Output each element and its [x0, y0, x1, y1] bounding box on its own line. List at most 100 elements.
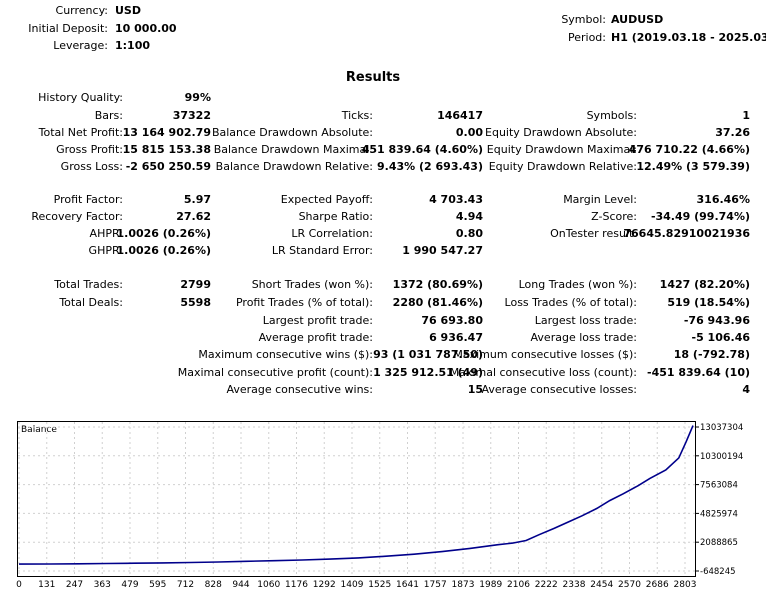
stat-value: -2 650 250.59	[125, 160, 211, 173]
stat-value: 146417	[437, 109, 483, 122]
stat-value: 6 936.47	[429, 331, 483, 344]
stat-label: Total Trades:	[54, 278, 123, 291]
stat-value: 476 710.22 (4.66%)	[628, 143, 750, 156]
initial-deposit-value: 10 000.00	[115, 22, 177, 35]
stat-value: 76645.82910021936	[623, 227, 750, 240]
stat-label: Maximal consecutive loss (count):	[449, 366, 637, 379]
balance-chart: Balance 13037304 10300194 7563084 4825974 20…	[17, 421, 743, 577]
stat-value: 1372 (80.69%)	[392, 278, 483, 291]
stat-value: 1427 (82.20%)	[659, 278, 750, 291]
stat-label: Z-Score:	[591, 210, 637, 223]
y-tick-label: -648245	[700, 567, 736, 577]
stat-label: Equity Drawdown Relative:	[488, 160, 637, 173]
stat-value: 1 325 912.51 (49)	[373, 366, 483, 379]
x-tick-label: 712	[176, 580, 195, 590]
stat-label: AHPR:	[89, 227, 123, 240]
stat-value: 4.94	[455, 210, 483, 223]
stat-label: Equity Drawdown Maximal:	[486, 143, 637, 156]
chart-title: Balance	[21, 425, 57, 435]
currency-value: USD	[115, 4, 141, 17]
stat-value: 5.97	[183, 193, 211, 206]
balance-line	[18, 425, 694, 565]
x-tick-label: 1409	[340, 580, 364, 590]
x-tick-label: 2106	[507, 580, 530, 590]
stat-value: 18 (-792.78)	[673, 348, 750, 361]
stat-value: 93 (1 031 787.50)	[373, 348, 483, 361]
y-tick-label: 10300194	[700, 452, 743, 462]
x-tick-label: 131	[38, 580, 56, 590]
stat-value: -451 839.64 (10)	[647, 366, 750, 379]
x-tick-label: 2454	[590, 580, 614, 590]
initial-deposit-label: Initial Deposit:	[28, 22, 108, 35]
stat-value: 27.62	[176, 210, 211, 223]
stat-label: Profit Trades (% of total):	[235, 296, 373, 309]
stat-value: 1.0026 (0.26%)	[116, 227, 212, 240]
stat-value: 4	[742, 383, 750, 396]
stat-value: 15	[467, 383, 483, 396]
x-tick-label: 1641	[396, 580, 419, 590]
stat-label: Balance Drawdown Absolute:	[211, 126, 373, 139]
x-tick-label: 1292	[312, 580, 336, 590]
x-tick-label: 1525	[368, 580, 392, 590]
stat-value: 2799	[180, 278, 211, 291]
stat-label: Equity Drawdown Absolute:	[485, 126, 637, 139]
stat-value: 13 164 902.79	[122, 126, 211, 139]
stat-label: Sharpe Ratio:	[298, 210, 373, 223]
y-tick-label: 2088865	[700, 538, 738, 548]
x-tick-label: 2686	[645, 580, 669, 590]
currency-label: Currency:	[55, 4, 108, 17]
results-title: Results	[345, 70, 401, 85]
leverage-label: Leverage:	[53, 39, 108, 52]
x-tick-label: 1176	[285, 580, 308, 590]
x-tick-label: 595	[149, 580, 167, 590]
stat-label: Expected Payoff:	[280, 193, 373, 206]
stat-value: 5598	[180, 296, 211, 309]
x-tick-label: 1757	[423, 580, 447, 590]
stat-label: Margin Level:	[563, 193, 637, 206]
x-tick-label: 2570	[618, 580, 641, 590]
x-tick-label: 2222	[534, 580, 558, 590]
x-tick-label: 479	[121, 580, 139, 590]
x-tick-label: 828	[204, 580, 222, 590]
stat-label: Total Deals:	[59, 296, 123, 309]
x-tick-label: 2338	[562, 580, 586, 590]
stat-label: LR Correlation:	[291, 227, 373, 240]
stat-label: Maximal consecutive profit (count):	[177, 366, 373, 379]
y-tick-label: 4825974	[700, 509, 738, 519]
stat-label: Ticks:	[341, 109, 373, 122]
stat-value: 1.0026 (0.26%)	[116, 244, 212, 257]
stat-value: 99%	[184, 91, 211, 104]
stat-label: History Quality:	[38, 91, 123, 104]
stat-label: Average loss trade:	[530, 331, 637, 344]
stat-label: Balance Drawdown Relative:	[215, 160, 373, 173]
chart-grid	[18, 422, 695, 576]
stat-value: 76 693.80	[421, 314, 483, 327]
stat-label: Long Trades (won %):	[518, 278, 637, 291]
symbol-value: AUDUSD	[611, 13, 664, 26]
x-tick-label: 1060	[257, 580, 281, 590]
stat-label: Largest profit trade:	[262, 314, 373, 327]
x-tick-label: 1873	[451, 580, 475, 590]
stat-label: Profit Factor:	[53, 193, 123, 206]
stat-label: LR Standard Error:	[271, 244, 373, 257]
stat-value: -76 943.96	[683, 314, 750, 327]
stat-label: Loss Trades (% of total):	[504, 296, 637, 309]
stat-value: 2280 (81.46%)	[392, 296, 483, 309]
y-tick-label: 13037304	[700, 423, 743, 433]
stat-value: 1 990 547.27	[402, 244, 483, 257]
x-tick-label: 2803	[673, 580, 697, 590]
stat-label: Average profit trade:	[258, 331, 373, 344]
x-tick-label: 363	[93, 580, 111, 590]
stat-label: GHPR:	[88, 244, 123, 257]
stat-label: Recovery Factor:	[31, 210, 123, 223]
period-label: Period:	[567, 31, 606, 44]
x-tick-label: 1989	[479, 580, 503, 590]
stat-value: 0.80	[455, 227, 483, 240]
stat-label: Balance Drawdown Maximal:	[213, 143, 373, 156]
y-tick-label: 7563084	[700, 481, 738, 491]
stat-value: 316.46%	[696, 193, 750, 206]
leverage-value: 1:100	[115, 39, 151, 52]
stat-value: 0.00	[455, 126, 483, 139]
x-tick-label: 944	[232, 580, 250, 590]
chart-border	[17, 421, 696, 577]
